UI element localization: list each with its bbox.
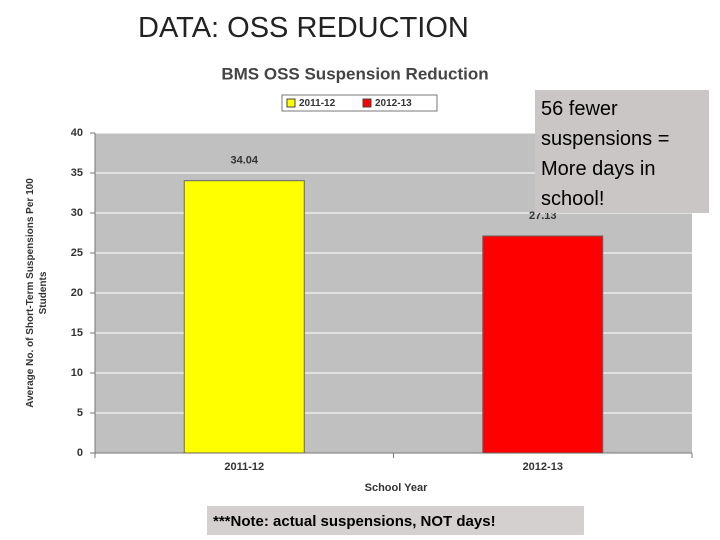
y-tick-label: 40 <box>71 127 83 139</box>
chart-title: BMS OSS Suspension Reduction <box>221 64 488 83</box>
x-tick-label: 2011-12 <box>224 461 264 473</box>
x-tick-label: 2012-13 <box>523 461 563 473</box>
y-axis-label-line: Average No. of Short-Term Suspensions Pe… <box>25 178 36 408</box>
bar <box>482 235 604 454</box>
y-tick-label: 35 <box>71 167 83 179</box>
y-tick-label: 25 <box>71 247 83 259</box>
y-tick-label: 30 <box>71 207 83 219</box>
y-axis-label: Average No. of Short-Term Suspensions Pe… <box>25 178 49 408</box>
legend-label: 2012-13 <box>375 98 412 109</box>
legend-swatch <box>286 98 296 108</box>
bar <box>183 180 305 454</box>
y-tick-label: 0 <box>77 447 83 459</box>
y-tick-label: 10 <box>71 367 83 379</box>
y-tick-label: 20 <box>71 287 83 299</box>
y-axis-label-line: Students <box>38 271 49 314</box>
legend-label: 2011-12 <box>299 98 336 109</box>
x-axis-label: School Year <box>365 482 428 494</box>
callout: 56 fewer suspensions = More days in scho… <box>535 90 709 213</box>
y-tick-label: 5 <box>77 407 83 419</box>
legend-box <box>281 94 438 112</box>
note: ***Note: actual suspensions, NOT days! <box>207 506 584 535</box>
legend-swatch <box>362 98 372 108</box>
slide-title: DATA: OSS REDUCTION <box>138 12 469 44</box>
data-label: 34.04 <box>230 155 258 167</box>
y-tick-label: 15 <box>71 327 83 339</box>
